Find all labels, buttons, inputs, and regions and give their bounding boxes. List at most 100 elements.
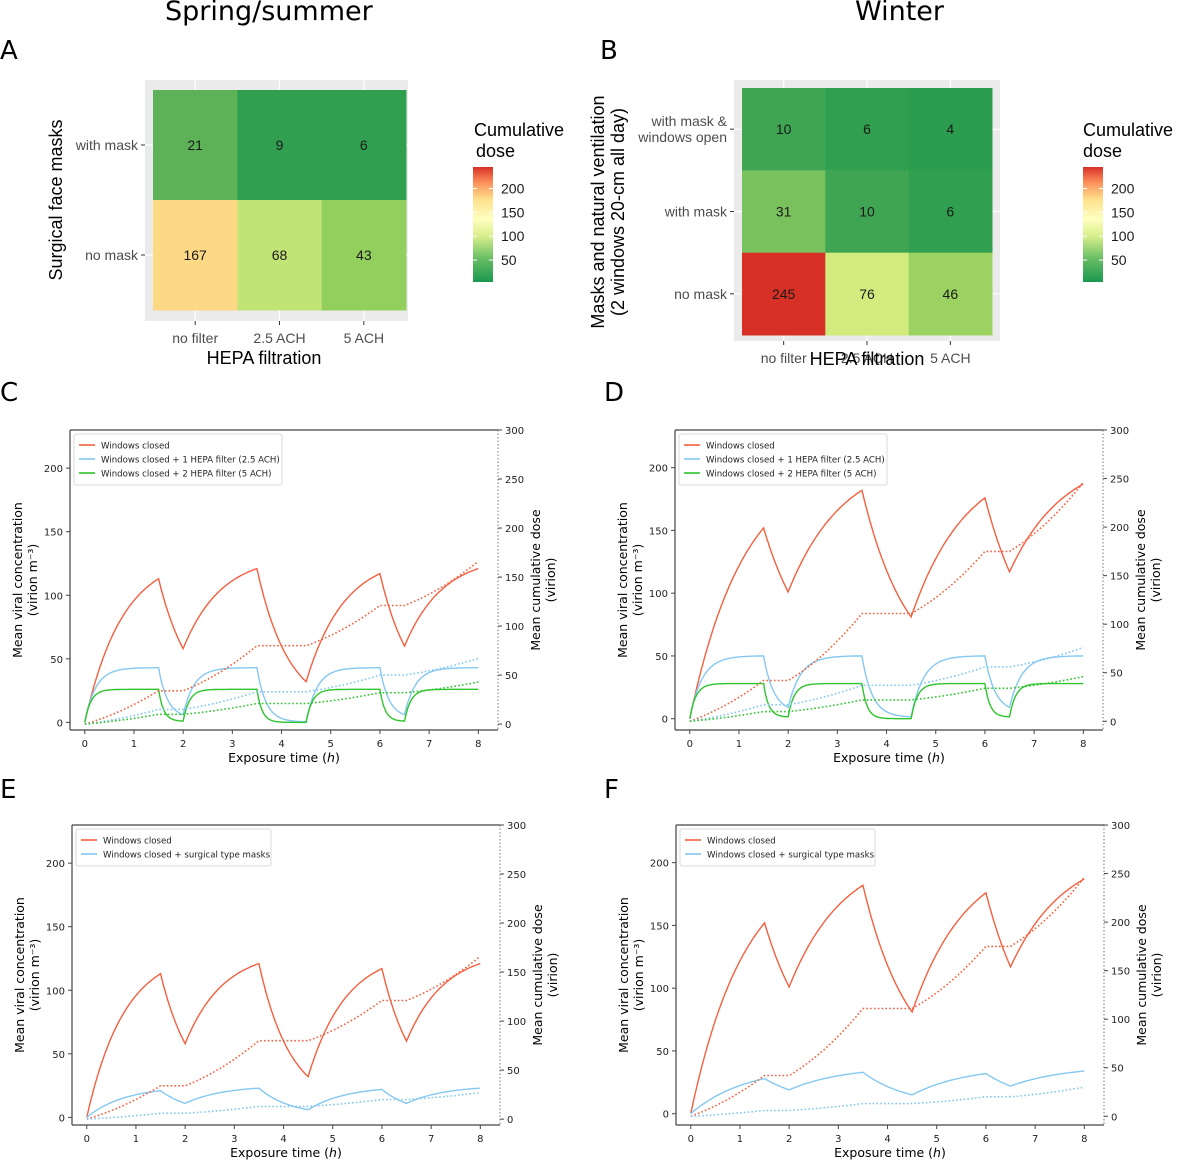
x-tick-label: 4 — [280, 1134, 286, 1145]
cell-value: 4 — [946, 121, 954, 137]
x-tick-label: 1 — [737, 1134, 743, 1145]
y2-axis-title-line2: (virion) — [1148, 558, 1163, 603]
legend-label: Windows closed + 2 HEPA filter (5 ACH) — [706, 469, 877, 479]
legend-title-line1: Cumulative — [474, 120, 564, 140]
legend-label: Windows closed + 1 HEPA filter (2.5 ACH) — [706, 455, 885, 465]
legend-label: Windows closed — [707, 836, 776, 846]
x-axis-title: HEPA filtration — [810, 349, 925, 369]
panel-label-d: D — [604, 378, 625, 408]
line-chart-f: 0 1 2 3 4 5 6 7 8 0 50 100 150 200 0 50 100 150 200 250 300 E… — [616, 821, 1164, 1160]
x-tick-label: 0 — [688, 1134, 694, 1145]
x-tick-label: 8 — [1081, 1134, 1087, 1145]
x-tick-label: 2.5 ACH — [841, 350, 893, 366]
x-tick-label: 0 — [82, 739, 88, 750]
y-axis-title: Surgical face masks — [46, 119, 66, 280]
y2-tick-label: 150 — [1111, 967, 1130, 978]
x-tick-label: 2 — [182, 1134, 188, 1145]
heatmap-cell — [908, 88, 993, 171]
y2-tick-label: 100 — [505, 622, 524, 633]
legend-label: Windows closed + surgical type masks — [707, 850, 875, 860]
y-tick-label: 200 — [650, 859, 669, 870]
y2-axis-title-line1: Mean cumulative dose — [1133, 509, 1148, 651]
heatmap-cell — [742, 170, 826, 254]
x-tick-label: 0 — [687, 739, 693, 750]
dose-line — [689, 646, 1084, 723]
dose-line — [84, 681, 479, 725]
panel-label-a: A — [0, 36, 18, 66]
legend: Windows closed Windows closed + 1 HEPA fi… — [678, 433, 888, 486]
legend-tick-label: 150 — [1111, 204, 1135, 220]
heatmap-cell — [153, 200, 238, 311]
y-tick-label: 50 — [52, 1050, 65, 1061]
heatmap-cell — [908, 170, 993, 254]
x-tick-label: 6 — [377, 739, 383, 750]
cell-value: 21 — [187, 137, 203, 153]
x-tick-label: 8 — [1080, 739, 1086, 750]
x-tick-label: 5 — [330, 1134, 336, 1145]
series-group — [690, 876, 1085, 1118]
cell-value: 9 — [276, 137, 284, 153]
legend-title-line2: dose — [476, 141, 515, 161]
y2-axis-title-line2: (virion) — [1149, 953, 1164, 998]
y-tick-label: 50 — [50, 655, 63, 666]
legend-box — [73, 433, 283, 486]
x-tick-label: 7 — [426, 739, 432, 750]
y2-tick-label: 250 — [505, 475, 524, 486]
y-axis-title-line1: Masks and natural ventilation — [588, 95, 608, 328]
x-axis-title: Exposure time (h) — [833, 750, 945, 765]
concentration-line — [84, 688, 479, 724]
y2-axis-title-line1: Mean cumulative dose — [528, 509, 543, 651]
header-winter: Winter — [855, 0, 945, 27]
heatmap-cell — [742, 252, 826, 336]
cell-value: 6 — [946, 204, 954, 220]
heatmap-cell — [321, 90, 407, 201]
y2-tick-label: 300 — [1111, 821, 1130, 832]
y-axis-title-line2: (virion m⁻³) — [630, 544, 645, 617]
x-axis-title: Exposure time (h) — [228, 750, 340, 765]
y-tick-label: no mask — [85, 247, 139, 263]
x-tick-label: 3 — [229, 739, 235, 750]
heatmap-cell — [153, 90, 238, 201]
x-tick-label: 4 — [883, 739, 889, 750]
y2-tick-label: 150 — [507, 968, 526, 979]
cell-value: 31 — [776, 204, 792, 220]
y-tick-label: 0 — [59, 1113, 65, 1124]
x-tick-label: 6 — [379, 1134, 385, 1145]
y-axis-title-line1: Mean viral concentration — [616, 897, 631, 1053]
y-tick-label: windows open — [637, 129, 727, 145]
y2-tick-label: 50 — [1111, 1064, 1124, 1075]
cell-value: 46 — [943, 286, 959, 302]
legend-label: Windows closed — [103, 836, 172, 846]
x-tick-label: 1 — [736, 739, 742, 750]
legend-tick-label: 200 — [1111, 180, 1135, 196]
y2-tick-label: 50 — [507, 1066, 520, 1077]
y-tick-label: 100 — [649, 589, 668, 600]
concentration-line — [86, 1087, 481, 1118]
legend-title-line2: dose — [1083, 141, 1122, 161]
y2-tick-label: 300 — [1110, 426, 1129, 437]
panel-label-f: F — [604, 775, 619, 805]
dose-line — [84, 560, 479, 725]
x-tick-label: 8 — [477, 1134, 483, 1145]
x-tick-label: 8 — [475, 739, 481, 750]
y2-tick-label: 100 — [1111, 1015, 1130, 1026]
cell-value: 76 — [859, 286, 875, 302]
x-tick-label: 3 — [835, 1134, 841, 1145]
header-spring-summer: Spring/summer — [165, 0, 373, 27]
heatmap-cell — [825, 170, 910, 254]
y-axis-title-line2: (2 windows 20-cm all day) — [608, 108, 628, 316]
y2-axis-title-line2: (virion) — [543, 558, 558, 603]
heatmap-cell — [742, 88, 826, 171]
line-chart-c: 0 1 2 3 4 5 6 7 8 0 50 100 150 200 0 50 100 150 200 250 300 E… — [10, 426, 558, 765]
y-tick-label: 200 — [44, 464, 63, 475]
y-tick-label: 200 — [649, 464, 668, 475]
heatmap-cell — [825, 88, 910, 171]
y-tick-label: 0 — [662, 715, 668, 726]
x-tick-label: 7 — [1031, 739, 1037, 750]
cell-value: 245 — [772, 286, 796, 302]
x-tick-label: 7 — [1032, 1134, 1038, 1145]
legend-tick-label: 50 — [1111, 252, 1127, 268]
heatmap-cell — [237, 90, 323, 201]
y-axis-title-line2: (virion m⁻³) — [631, 939, 646, 1012]
y-tick-label: 100 — [46, 986, 65, 997]
